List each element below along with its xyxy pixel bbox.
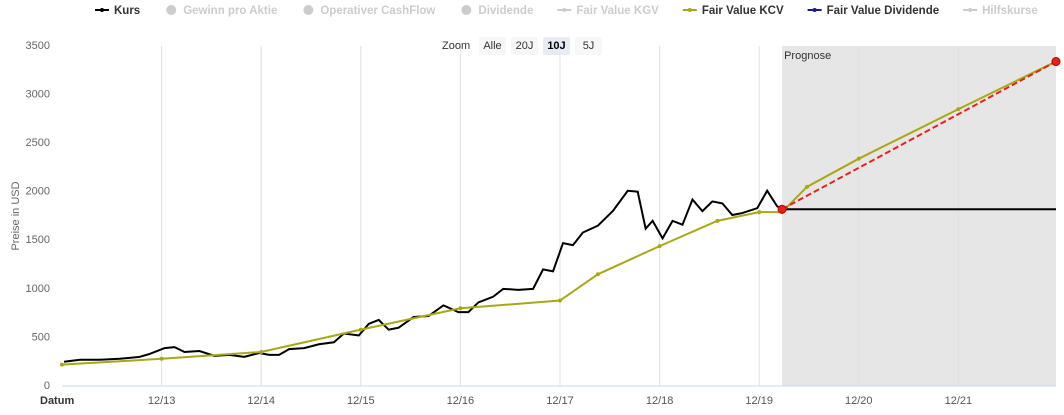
- zoom-button[interactable]: [543, 37, 570, 55]
- legend-item[interactable]: Kurs: [114, 5, 140, 17]
- y-tick-label: 3000: [26, 88, 50, 100]
- series-marker: [757, 210, 762, 215]
- x-tick-label: 12/21: [945, 395, 973, 407]
- legend-dot: [100, 8, 104, 12]
- legend-dot: [687, 8, 692, 12]
- forecast-band: [782, 46, 1056, 386]
- y-tick-label: 1000: [26, 283, 50, 295]
- series-marker: [595, 272, 600, 277]
- legend-dot: [968, 8, 973, 12]
- y-axis-label: Preise in USD: [10, 181, 22, 250]
- legend-dot: [812, 8, 817, 12]
- legend-item[interactable]: Gewinn pro Aktie: [183, 5, 277, 17]
- legend-item[interactable]: Fair Value Dividende: [827, 5, 939, 17]
- legend-item[interactable]: Fair Value KGV: [576, 5, 659, 17]
- x-tick-label: 12/14: [247, 395, 275, 407]
- zoom-label: Zoom: [442, 40, 470, 52]
- legend-symbol: [166, 5, 177, 15]
- zoom-button-label[interactable]: 10J: [547, 40, 565, 52]
- forecast-line: [781, 60, 1057, 211]
- y-tick-label: 0: [44, 380, 50, 392]
- legend-dot: [562, 8, 567, 12]
- series-marker: [159, 356, 164, 361]
- series-marker: [458, 306, 463, 311]
- legend-item[interactable]: Operativer CashFlow: [320, 5, 435, 17]
- zoom-button-label[interactable]: 20J: [516, 40, 534, 52]
- legend-item[interactable]: Hilfskurse: [982, 5, 1038, 17]
- legend-item[interactable]: Fair Value KCV: [702, 5, 784, 17]
- y-tick-label: 3500: [26, 40, 50, 52]
- x-tick-label: 12/17: [546, 395, 574, 407]
- series-marker: [956, 107, 961, 112]
- x-axis-label: Datum: [40, 395, 74, 407]
- zoom-button[interactable]: [511, 37, 538, 55]
- zoom-button-label[interactable]: 5J: [583, 40, 595, 52]
- zoom-button[interactable]: [575, 37, 602, 55]
- x-tick-label: 12/13: [148, 395, 176, 407]
- zoom-button[interactable]: [479, 37, 506, 55]
- series-marker: [856, 156, 861, 161]
- y-tick-label: 2000: [26, 186, 50, 198]
- y-tick-label: 1500: [26, 234, 50, 246]
- y-tick-label: 500: [32, 331, 50, 343]
- x-tick-label: 12/18: [646, 395, 674, 407]
- y-tick-label: 2500: [26, 137, 50, 149]
- series-marker: [557, 298, 562, 303]
- series-marker: [259, 350, 264, 354]
- legend-symbol: [461, 5, 472, 15]
- legend-symbol: [303, 5, 314, 15]
- zoom-button-label[interactable]: Alle: [483, 40, 501, 52]
- series-marker: [60, 362, 64, 367]
- series-marker: [358, 327, 363, 332]
- series-marker: [715, 218, 720, 223]
- x-tick-label: 12/16: [447, 395, 475, 407]
- legend-item[interactable]: Dividende: [478, 5, 533, 17]
- x-tick-label: 12/15: [347, 395, 375, 407]
- forecast-point: [777, 204, 787, 214]
- series-marker: [657, 244, 662, 249]
- x-tick-label: 12/19: [745, 395, 773, 407]
- x-tick-label: 12/20: [845, 395, 873, 407]
- series-marker: [805, 184, 810, 189]
- forecast-point: [1051, 57, 1061, 67]
- forecast-label: Prognose: [784, 50, 831, 62]
